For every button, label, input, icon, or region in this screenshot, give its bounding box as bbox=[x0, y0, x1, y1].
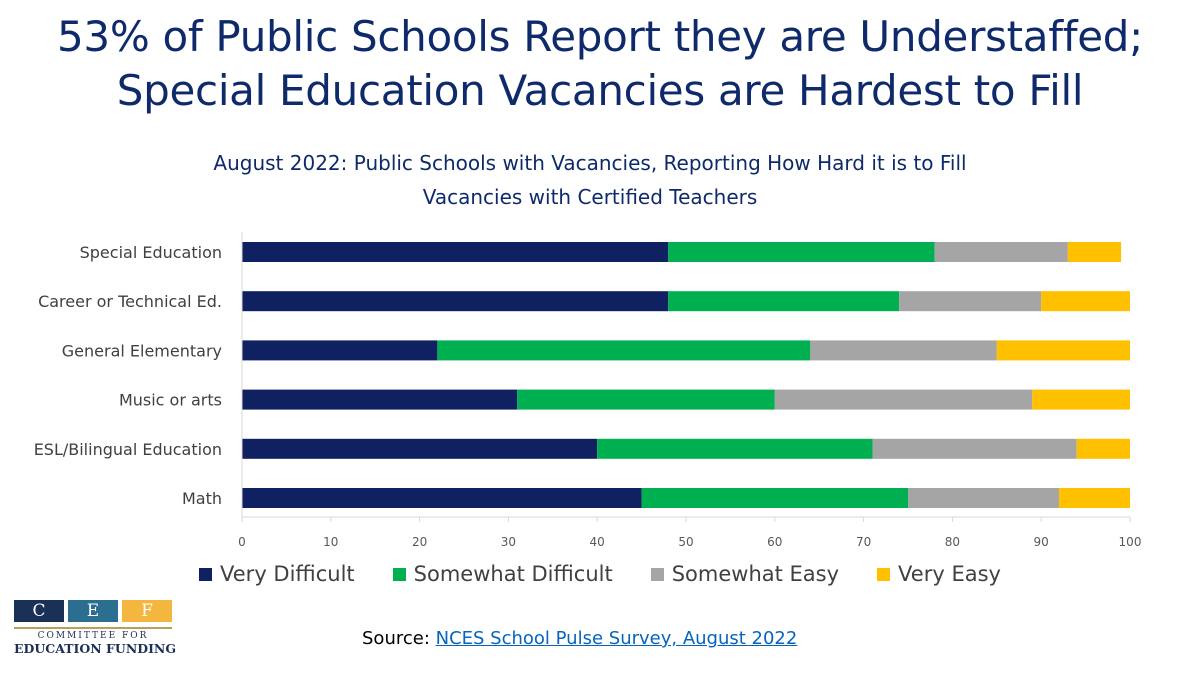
category-label: ESL/Bilingual Education bbox=[34, 440, 222, 459]
legend-label: Very Difficult bbox=[220, 562, 355, 586]
bar-somewhat-easy bbox=[872, 438, 1077, 459]
logo-letter-box: F bbox=[122, 600, 172, 622]
bar-very-difficult bbox=[242, 242, 669, 262]
logo-rule bbox=[14, 627, 172, 629]
stacked-bar-chart: August 2022: Public Schools with Vacanci… bbox=[34, 151, 1142, 549]
legend-label: Very Easy bbox=[898, 562, 1001, 586]
page-title: 53% of Public Schools Report they are Un… bbox=[0, 10, 1200, 118]
bar-somewhat-difficult bbox=[517, 389, 775, 410]
legend-swatch bbox=[199, 567, 213, 581]
legend-label: Somewhat Easy bbox=[671, 562, 840, 586]
bar-very-easy bbox=[1076, 438, 1130, 459]
page-title-line-1: 53% of Public Schools Report they are Un… bbox=[57, 12, 1143, 61]
bar-somewhat-easy bbox=[908, 488, 1059, 508]
x-tick-label: 70 bbox=[856, 535, 871, 549]
logo-line-1: COMMITTEE FOR bbox=[37, 631, 149, 641]
legend-label: Somewhat Difficult bbox=[413, 562, 613, 586]
logo-letter-box: C bbox=[14, 600, 64, 622]
legend-item: Very Difficult bbox=[199, 562, 355, 586]
bar-somewhat-easy bbox=[934, 242, 1068, 262]
x-tick-label: 10 bbox=[323, 535, 338, 549]
logo-letter-box: E bbox=[68, 600, 118, 622]
x-tick-label: 20 bbox=[412, 535, 427, 549]
bar-somewhat-difficult bbox=[668, 242, 935, 262]
bar-very-difficult bbox=[242, 291, 669, 312]
legend-item: Somewhat Difficult bbox=[392, 562, 613, 586]
x-tick-label: 100 bbox=[1119, 535, 1142, 549]
chart-title-line-1: August 2022: Public Schools with Vacanci… bbox=[213, 151, 966, 175]
category-label: Career or Technical Ed. bbox=[38, 292, 222, 311]
bar-somewhat-easy bbox=[899, 291, 1042, 312]
category-label: Special Education bbox=[80, 243, 222, 262]
source-note: Source: NCES School Pulse Survey, August… bbox=[362, 628, 797, 649]
category-label: Math bbox=[182, 489, 222, 508]
category-label: General Elementary bbox=[62, 341, 222, 360]
legend-swatch bbox=[650, 567, 664, 581]
x-tick-label: 40 bbox=[590, 535, 605, 549]
bar-somewhat-easy bbox=[810, 340, 997, 361]
logo-line-2: EDUCATION FUNDING bbox=[14, 641, 177, 656]
legend-item: Very Easy bbox=[877, 562, 1001, 586]
bar-very-difficult bbox=[242, 389, 518, 410]
bar-very-difficult bbox=[242, 488, 642, 508]
bar-somewhat-difficult bbox=[437, 340, 811, 361]
source-link[interactable]: NCES School Pulse Survey, August 2022 bbox=[435, 628, 798, 649]
bar-somewhat-difficult bbox=[597, 438, 873, 459]
legend-swatch bbox=[392, 567, 406, 581]
x-tick-label: 30 bbox=[501, 535, 516, 549]
legend-item: Somewhat Easy bbox=[650, 562, 840, 586]
bar-very-difficult bbox=[242, 340, 438, 361]
x-tick-label: 80 bbox=[945, 535, 960, 549]
x-tick-label: 50 bbox=[678, 535, 693, 549]
source-prefix: Source: bbox=[362, 628, 436, 649]
category-label: Music or arts bbox=[119, 391, 222, 410]
legend-swatch bbox=[877, 567, 891, 581]
bar-very-easy bbox=[1067, 242, 1122, 262]
bar-somewhat-difficult bbox=[641, 488, 908, 508]
chart-title-line-2: Vacancies with Certified Teachers bbox=[423, 185, 758, 209]
bar-somewhat-easy bbox=[774, 389, 1033, 410]
bar-very-easy bbox=[1032, 389, 1130, 410]
bar-very-difficult bbox=[242, 438, 598, 459]
bar-very-easy bbox=[1041, 291, 1130, 312]
bar-very-easy bbox=[1058, 488, 1130, 508]
chart-legend: Very Difficult Somewhat Difficult Somewhat… bbox=[0, 562, 1200, 586]
bar-very-easy bbox=[996, 340, 1130, 361]
page-title-line-2: Special Education Vacancies are Hardest … bbox=[116, 66, 1084, 115]
x-tick-label: 0 bbox=[238, 535, 246, 549]
x-tick-label: 60 bbox=[767, 535, 782, 549]
bar-somewhat-difficult bbox=[668, 291, 900, 312]
x-tick-label: 90 bbox=[1034, 535, 1049, 549]
